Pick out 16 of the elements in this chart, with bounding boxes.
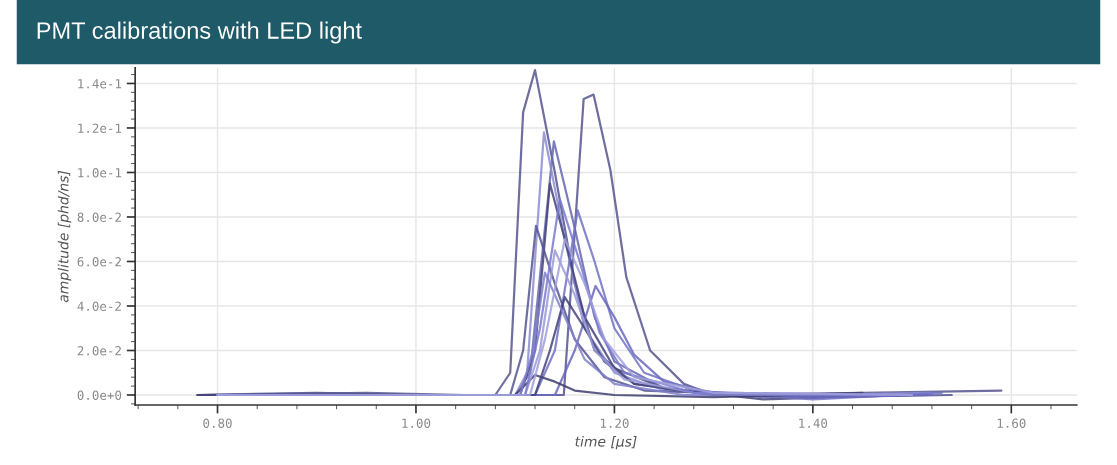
y-tick-label: 1.0e-1 — [78, 167, 122, 178]
x-tick-label: 1.20 — [600, 418, 629, 428]
x-tick-label: 1.60 — [997, 418, 1026, 428]
x-tick-label: 1.40 — [799, 418, 828, 428]
chart-title: PMT calibrations with LED light — [37, 21, 362, 44]
x-axis-title: time [μs] — [575, 435, 637, 450]
y-tick-label: 2.0e-2 — [77, 346, 121, 356]
y-tick-label: 6.0e-2 — [77, 256, 121, 267]
y-tick-label: 1.4e-1 — [78, 79, 122, 89]
y-tick-label: 1.2e-1 — [78, 123, 122, 133]
x-tick-label: 0.80 — [203, 418, 232, 428]
y-axis-title: amplitude [phd/ns] — [57, 170, 72, 303]
y-tick-label: 0.0e+0 — [77, 390, 122, 400]
y-tick-label: 4.0e-2 — [77, 301, 121, 311]
y-tick-label: 8.0e-2 — [77, 212, 121, 222]
x-tick-label: 1.00 — [402, 418, 431, 428]
